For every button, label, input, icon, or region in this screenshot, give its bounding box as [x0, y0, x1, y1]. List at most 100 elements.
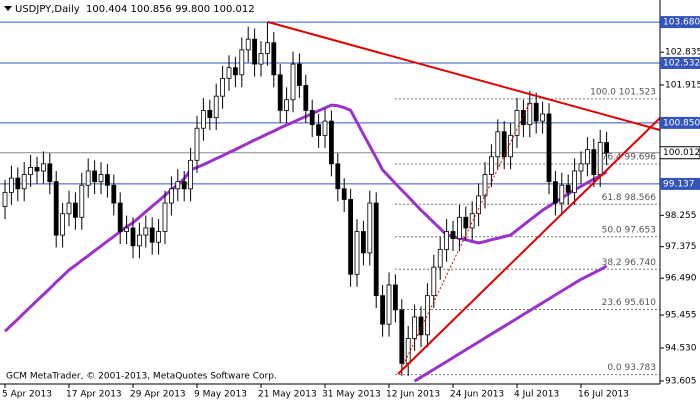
candle-body	[488, 156, 494, 175]
candle-body	[188, 159, 194, 190]
candle-body	[322, 120, 328, 136]
level-label: 103.680	[663, 18, 700, 28]
candle-body	[521, 110, 526, 126]
level-label-box	[660, 177, 700, 190]
candle-body	[232, 67, 238, 76]
candle-body	[124, 227, 129, 232]
candle-body	[220, 77, 226, 97]
candle-body	[271, 42, 277, 76]
fibo-label: 23.6 95.610	[602, 298, 657, 308]
x-tick-label: 4 Jul 2013	[514, 390, 559, 400]
candle-body	[162, 202, 168, 232]
candle-body	[239, 49, 245, 76]
candle-body	[277, 74, 283, 111]
current-price-label: 100.012	[663, 148, 700, 158]
x-tick-label: 9 May 2013	[194, 390, 247, 400]
candle-body	[527, 102, 533, 126]
candle-body	[156, 231, 162, 243]
level-label: 99.137	[663, 179, 695, 189]
x-tick-label: 12 Jun 2013	[386, 390, 440, 400]
candle-body	[73, 202, 78, 218]
fibo-label: 38.2 96.740	[602, 258, 657, 268]
candle-body	[546, 113, 552, 183]
level-label-box	[660, 56, 700, 69]
candle-body	[405, 338, 411, 364]
plot	[2, 22, 609, 383]
candle-body	[469, 213, 475, 229]
y-tick-label: 102.835	[665, 48, 700, 58]
level-label-box	[660, 116, 700, 129]
candle-body	[200, 110, 206, 129]
candle-body	[296, 63, 302, 86]
symbol-title: USDJPY,Daily	[15, 4, 80, 15]
footer: GCM MetaTrader, © 2001-2013, MetaQuotes …	[6, 372, 277, 382]
candle-body	[15, 177, 21, 190]
y-tick-label: 97.375	[665, 242, 697, 252]
candle-body	[399, 309, 405, 364]
candle-body	[559, 184, 565, 204]
candle-body	[111, 184, 117, 204]
candle-body	[2, 191, 8, 208]
candle-body	[335, 163, 341, 190]
fibo-label: 100.0 101.523	[590, 87, 656, 97]
x-tick-label: 21 May 2013	[258, 390, 317, 400]
x-tick-label: 17 Apr 2013	[66, 390, 122, 400]
candle-body	[303, 85, 309, 111]
candle-body	[168, 188, 174, 204]
candle-body	[463, 216, 469, 229]
candle-body	[66, 202, 72, 215]
x-tick-label: 5 Apr 2013	[2, 390, 52, 400]
candle-body	[437, 248, 443, 268]
candle-body	[79, 184, 85, 218]
fibo-label: 0.0 93.783	[607, 363, 656, 373]
trendline	[397, 117, 661, 375]
candle-body	[258, 53, 264, 65]
candle-body	[456, 216, 462, 240]
current-price-box	[659, 146, 700, 160]
candle-body	[360, 231, 366, 254]
candle-body	[501, 131, 507, 158]
candle-body	[553, 181, 558, 204]
candle-body	[92, 170, 97, 183]
candle-body	[181, 181, 187, 190]
candle-body	[431, 266, 437, 297]
moving-average	[413, 264, 608, 383]
y-tick-label: 94.530	[665, 344, 697, 354]
menu-icon[interactable]	[4, 6, 12, 11]
candle-body	[450, 231, 456, 240]
candle-body	[495, 131, 501, 158]
x-tick-label: 29 Apr 2013	[130, 390, 186, 400]
candle-body	[194, 127, 200, 161]
y-tick-label: 93.605	[665, 376, 697, 386]
candle-body	[354, 231, 360, 275]
fibo-label: 61.8 98.566	[602, 193, 657, 203]
fibo-label: 50.0 97.653	[602, 225, 656, 235]
candle-body	[424, 295, 430, 336]
candle-body	[392, 284, 398, 311]
candle-body	[585, 149, 590, 165]
candle-body	[264, 42, 270, 54]
x-tick-label: 31 May 2013	[322, 390, 381, 400]
candle-body	[386, 284, 392, 325]
x-tick-label: 16 Jul 2013	[578, 390, 629, 400]
candle-body	[136, 234, 142, 247]
level-label: 102.532	[663, 58, 700, 68]
level-label-box	[660, 16, 700, 29]
x-tick-label: 24 Jun 2013	[450, 390, 504, 400]
y-tick-label: 95.455	[665, 311, 697, 321]
level-label: 100.850	[663, 118, 700, 128]
candle-body	[540, 113, 545, 122]
candle-body	[578, 163, 584, 172]
candle-body	[373, 202, 379, 297]
candle-body	[418, 316, 424, 336]
fibo-base-line	[399, 101, 531, 373]
axes: 102.835 101.915 98.255 97.375 96.490 95.455 94…	[2, 16, 700, 400]
candle-body	[591, 149, 597, 175]
candle-body	[105, 174, 110, 186]
candle-body	[8, 177, 14, 193]
candle-body	[175, 181, 181, 190]
fibo-label: 76.4 99.696	[602, 153, 657, 163]
candle-body	[572, 170, 577, 193]
candle-body	[47, 163, 53, 183]
candle-body	[21, 174, 27, 190]
